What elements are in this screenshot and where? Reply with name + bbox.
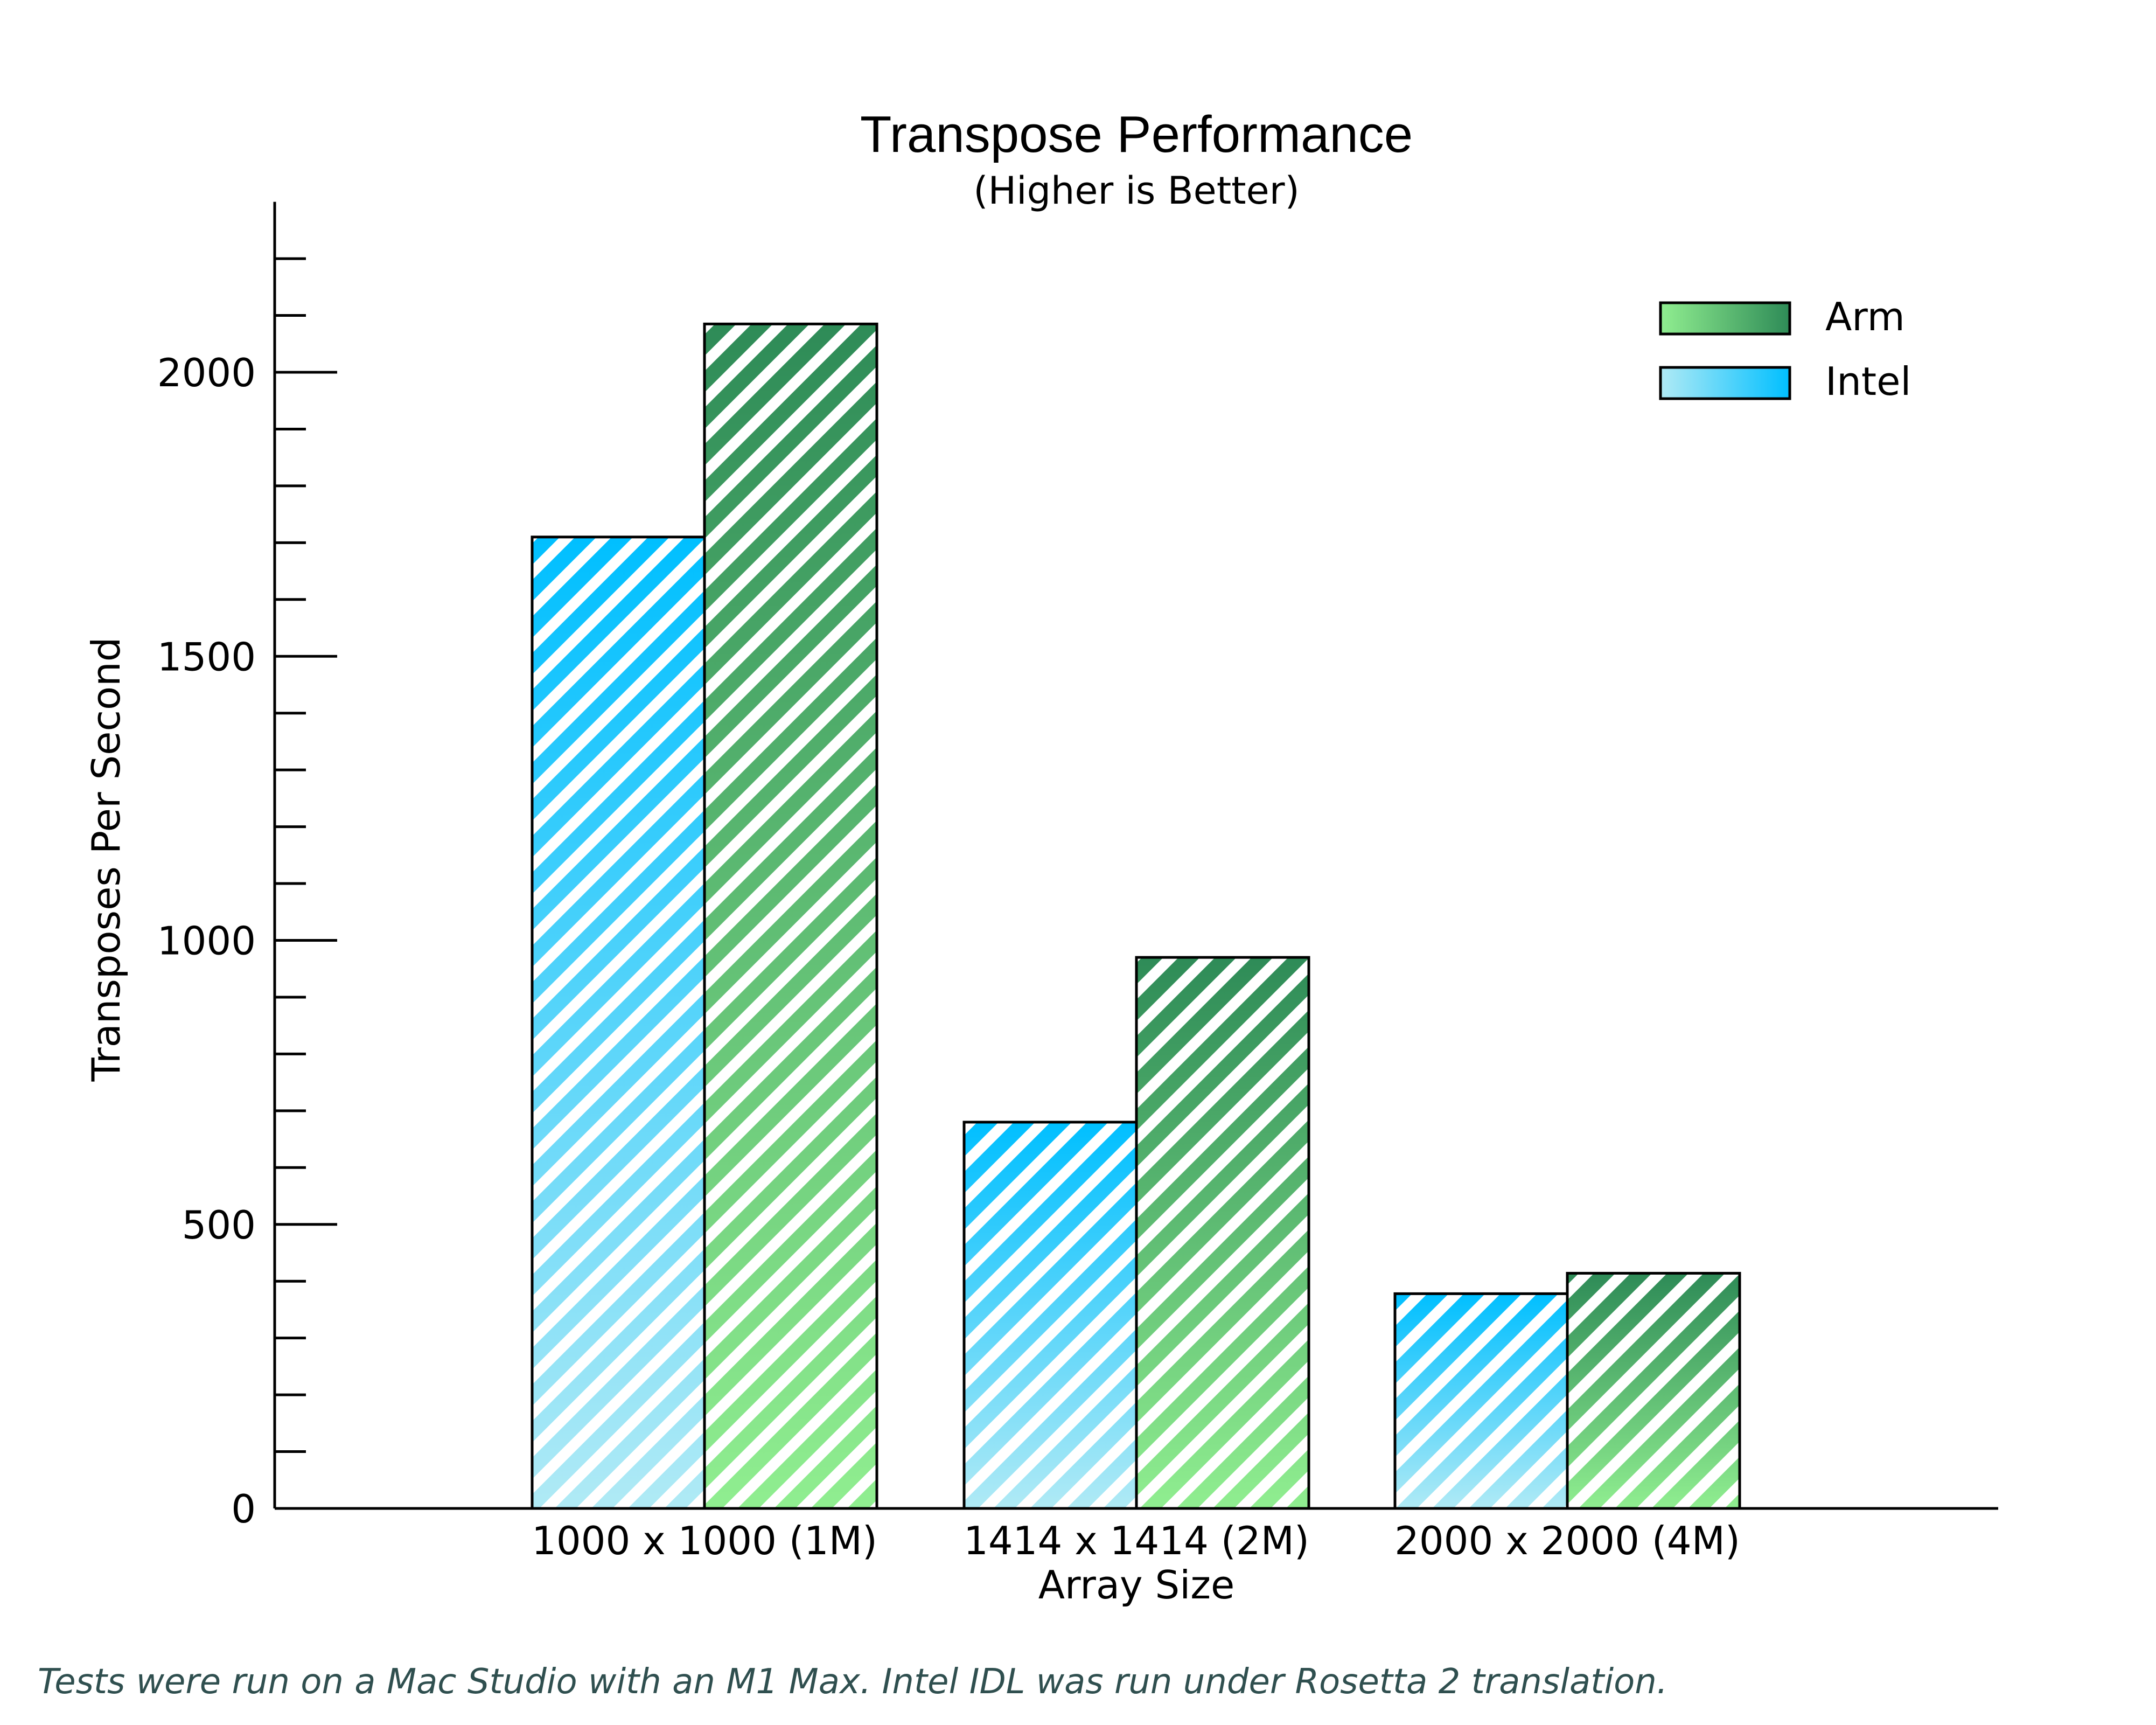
- y-tick-label: 0: [231, 1486, 256, 1532]
- legend-item-arm: Arm: [1659, 294, 1905, 339]
- y-tick-label: 2000: [157, 350, 256, 395]
- legend-swatch-intel: [1659, 366, 1791, 400]
- y-tick-label: 1500: [157, 634, 256, 679]
- x-tick-label: 1414 x 1414 (2M): [964, 1518, 1309, 1563]
- x-tick-label: 1000 x 1000 (1M): [532, 1518, 877, 1563]
- footnote: Tests were run on a Mac Studio with an M…: [38, 1662, 1668, 1702]
- chart-title: Transpose Performance: [860, 106, 1413, 163]
- y-tick-label: 1000: [157, 919, 256, 964]
- bar-intel-2: [962, 1121, 1138, 1510]
- x-tick-label: 2000 x 2000 (4M): [1394, 1518, 1740, 1563]
- bar-intel-1: [531, 535, 706, 1510]
- legend-item-intel: Intel: [1659, 359, 1911, 404]
- axes-layer: 0 500 1000 1500 2000 1000 x 1000 (1M) 1414 x 1…: [157, 201, 1998, 1563]
- y-tick-label: 500: [182, 1202, 256, 1248]
- legend-label-intel: Intel: [1825, 359, 1911, 404]
- chart-subtitle: (Higher is Better): [973, 169, 1300, 213]
- bar-arm-2: [1135, 956, 1310, 1510]
- legend: Arm Intel: [1659, 294, 1911, 404]
- y-axis-label: Transposes Per Second: [83, 637, 129, 1082]
- bar-intel-3: [1393, 1292, 1569, 1510]
- bar-arm-3: [1566, 1271, 1741, 1510]
- legend-label-arm: Arm: [1825, 294, 1905, 339]
- x-axis-label: Array Size: [1038, 1562, 1235, 1608]
- bar-arm-1: [703, 322, 878, 1510]
- bars-layer: [531, 322, 1741, 1510]
- legend-swatch-arm: [1659, 301, 1791, 336]
